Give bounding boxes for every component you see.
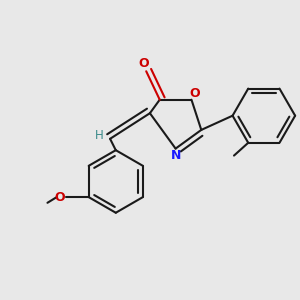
Text: N: N xyxy=(171,149,181,162)
Text: H: H xyxy=(95,129,104,142)
Text: O: O xyxy=(54,190,65,204)
Text: O: O xyxy=(190,87,200,100)
Text: O: O xyxy=(138,57,149,70)
